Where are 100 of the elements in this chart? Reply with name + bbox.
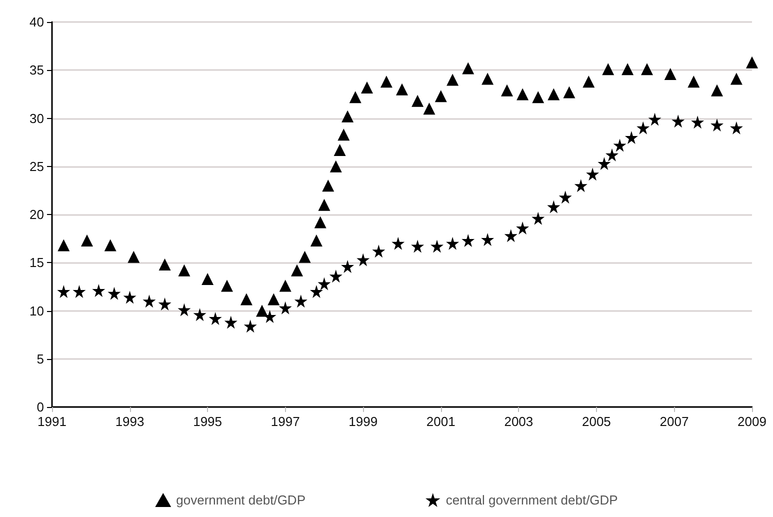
point — [318, 198, 330, 211]
point — [263, 310, 276, 324]
point — [664, 68, 676, 80]
point — [314, 216, 326, 228]
point — [279, 280, 292, 292]
point — [691, 116, 704, 129]
point — [57, 285, 70, 298]
point — [349, 91, 362, 104]
legend-label: government debt/GDP — [176, 492, 306, 508]
point — [193, 308, 206, 322]
point — [648, 112, 662, 126]
point — [710, 118, 724, 132]
x-tick-label: 1991 — [38, 414, 66, 429]
point — [624, 131, 638, 144]
point — [256, 304, 268, 317]
legend-label: central government debt/GDP — [446, 492, 618, 508]
point — [516, 221, 530, 234]
point — [504, 229, 518, 242]
point — [582, 76, 595, 88]
point — [462, 234, 475, 247]
point — [81, 234, 93, 246]
point — [574, 179, 588, 192]
point — [532, 212, 545, 225]
x-tick-label: 2003 — [504, 414, 534, 429]
point — [392, 236, 405, 250]
point — [294, 294, 308, 308]
y-tick-label: 30 — [30, 110, 44, 126]
point — [108, 286, 121, 300]
y-tick-label: 40 — [30, 14, 44, 30]
point — [298, 250, 311, 263]
point — [58, 239, 70, 252]
point — [221, 280, 233, 292]
x-tick-label: 1995 — [193, 414, 222, 429]
point — [142, 294, 156, 308]
point — [104, 239, 116, 252]
point — [547, 200, 560, 214]
y-tick-label: 10 — [30, 303, 44, 318]
point — [318, 277, 331, 290]
point — [482, 72, 494, 85]
point — [602, 63, 614, 76]
point — [202, 272, 214, 285]
point — [598, 156, 611, 170]
point — [672, 114, 685, 128]
point — [730, 121, 743, 134]
y-tick-label: 25 — [30, 158, 44, 174]
point — [430, 240, 444, 253]
point — [613, 138, 626, 152]
point — [446, 236, 460, 250]
x-tick-label: 2001 — [426, 414, 456, 429]
point — [412, 94, 424, 107]
point — [548, 88, 560, 100]
y-tick-label: 35 — [30, 62, 44, 78]
point — [338, 128, 350, 141]
point — [278, 301, 292, 314]
point — [516, 88, 529, 100]
point — [481, 233, 494, 246]
point — [208, 312, 222, 325]
point — [396, 83, 408, 96]
point — [268, 293, 280, 306]
point — [462, 62, 474, 74]
point — [361, 81, 373, 94]
point — [72, 285, 86, 298]
point — [641, 63, 653, 76]
point — [730, 72, 742, 85]
point — [291, 264, 303, 276]
point — [746, 56, 758, 68]
x-tick-label: 2007 — [660, 414, 689, 429]
point — [606, 148, 618, 162]
point — [711, 84, 723, 96]
point — [501, 84, 513, 96]
point — [330, 160, 342, 172]
point — [586, 168, 600, 181]
point — [558, 190, 572, 204]
point — [310, 285, 323, 298]
point — [341, 260, 354, 273]
point — [434, 90, 447, 102]
point — [563, 86, 576, 98]
y-tick-label: 5 — [36, 351, 44, 366]
point — [178, 264, 190, 276]
point — [310, 234, 322, 246]
point — [334, 144, 346, 156]
point — [322, 180, 334, 192]
point — [158, 298, 172, 311]
point — [244, 320, 257, 333]
point — [158, 258, 171, 271]
point — [532, 91, 544, 104]
point — [356, 253, 370, 266]
point — [240, 293, 252, 306]
x-tick-label: 1999 — [348, 414, 378, 429]
point — [92, 284, 106, 298]
y-tick-label: 15 — [30, 255, 44, 270]
y-tick-label: 20 — [30, 207, 44, 222]
point — [329, 270, 342, 283]
point — [372, 244, 386, 258]
point — [128, 250, 140, 263]
point — [688, 76, 700, 88]
point — [622, 63, 634, 76]
x-tick-label: 2009 — [738, 414, 766, 429]
y-tick-label: 0 — [36, 400, 44, 414]
point — [423, 102, 436, 115]
